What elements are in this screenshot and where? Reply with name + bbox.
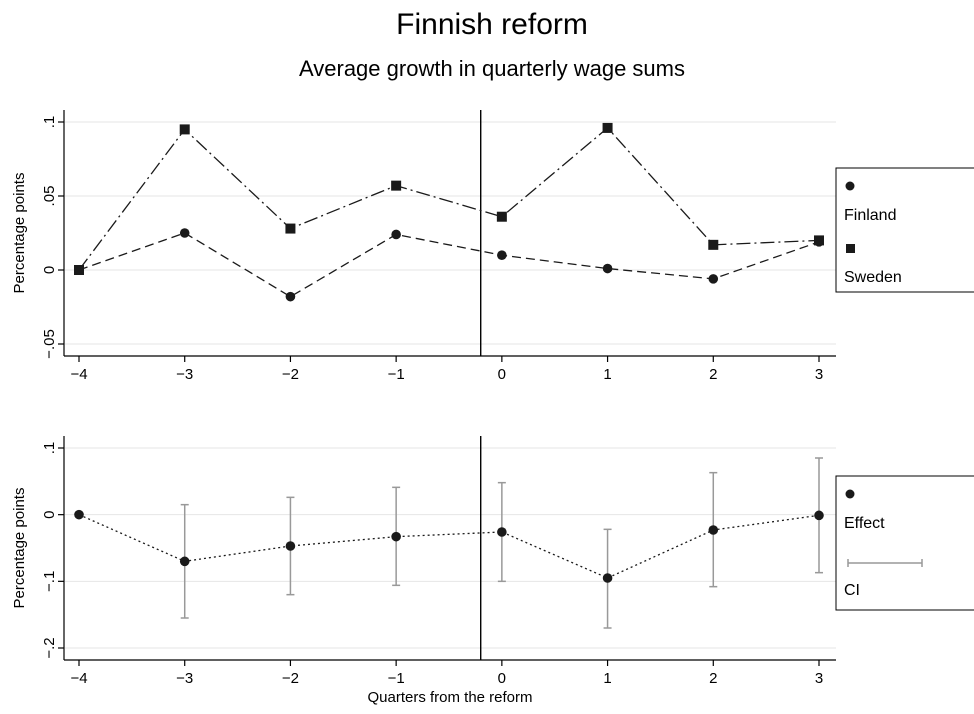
chart-subtitle: Average growth in quarterly wage sums [299, 56, 685, 81]
x-tick-label: −4 [70, 366, 87, 383]
y-tick-label: 0 [41, 266, 58, 274]
x-tick-label: −3 [176, 670, 193, 687]
data-point-sweden [179, 124, 190, 135]
legend-label-sweden: Sweden [844, 269, 902, 286]
data-point-sweden [708, 239, 719, 250]
data-point-sweden [74, 265, 84, 275]
x-tick-label: 0 [498, 366, 506, 383]
legend-circle-key [845, 489, 855, 499]
y-tick-label: .1 [41, 116, 58, 129]
x-tick-label: 1 [603, 366, 611, 383]
data-point-effect [391, 531, 401, 542]
y-tick-label: −.1 [41, 571, 58, 592]
data-point-sweden [285, 223, 296, 234]
series-line-effect [78, 514, 820, 579]
x-tick-label: 3 [815, 366, 823, 383]
series-line-sweden [78, 127, 820, 271]
legend-label-effect: Effect [844, 515, 885, 532]
series-line-finland [78, 232, 820, 298]
legend-square-key [846, 244, 855, 253]
data-point-finland [285, 291, 296, 302]
x-tick-label: −2 [282, 670, 299, 687]
data-point-sweden [602, 122, 613, 133]
data-point-finland [391, 229, 401, 240]
x-tick-label: 3 [815, 670, 823, 687]
x-tick-label: −1 [388, 670, 405, 687]
y-tick-label: .1 [41, 442, 58, 455]
legend-box [835, 475, 974, 611]
data-point-effect [74, 509, 84, 520]
data-point-effect [497, 527, 507, 537]
data-point-sweden [391, 180, 402, 191]
x-tick-label: −1 [388, 366, 405, 383]
data-point-finland [179, 228, 190, 238]
bottom-panel: −.2 −.1 0 .1 −4 −3 −2 −1 0 1 2 3 Percentage points Qu… [11, 436, 974, 706]
data-point-sweden [496, 211, 507, 222]
y-tick-label: .05 [41, 186, 58, 207]
y-axis-label: Percentage points [11, 488, 28, 609]
y-tick-label: −.05 [41, 329, 58, 359]
data-point-effect [602, 573, 613, 583]
data-point-effect [285, 541, 296, 551]
x-tick-label: 0 [498, 670, 506, 687]
data-point-effect [179, 556, 190, 567]
x-tick-label: 2 [709, 670, 717, 687]
x-tick-label: −3 [176, 366, 193, 383]
y-tick-label: −.2 [41, 637, 58, 658]
y-tick-label: 0 [41, 510, 58, 518]
y-axis-label: Percentage points [11, 173, 28, 294]
x-tick-label: 1 [603, 670, 611, 687]
legend-label-finland: Finland [844, 207, 896, 224]
legend-circle-key [845, 181, 855, 191]
x-tick-label: 2 [709, 366, 717, 383]
data-point-effect [708, 525, 719, 535]
legend-box [835, 167, 974, 293]
legend-label-ci: CI [844, 582, 860, 599]
data-point-sweden [814, 235, 824, 246]
x-tick-label: −4 [70, 670, 87, 687]
data-point-finland [708, 274, 719, 284]
data-point-finland [602, 263, 613, 274]
data-point-effect [814, 510, 824, 521]
x-axis-label: Quarters from the reform [367, 689, 532, 706]
data-point-finland [497, 250, 507, 260]
chart-title: Finnish reform [396, 8, 588, 41]
x-tick-label: −2 [282, 366, 299, 383]
top-panel: −.05 0 .05 .1 −4 −3 −2 −1 0 1 2 3 Percentage points F… [11, 110, 974, 383]
